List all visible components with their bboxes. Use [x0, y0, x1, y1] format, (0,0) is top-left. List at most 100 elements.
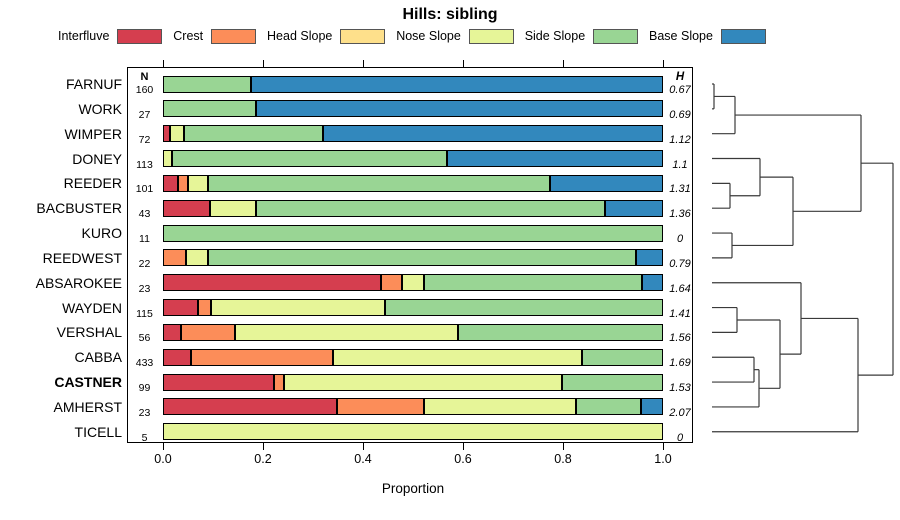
bar-reeder	[163, 174, 663, 192]
bar-segment-absarokee-nose-slope	[402, 274, 424, 292]
legend-swatch-crest	[211, 28, 257, 44]
bar-work	[163, 100, 663, 118]
bar-segment-absarokee-base-slope	[641, 274, 663, 292]
h-value-reeder: 1.31	[669, 183, 691, 196]
x-axis-tick-bottom	[163, 443, 165, 450]
x-axis-tick-bottom	[363, 443, 365, 450]
bar-segment-wayden-interfluve	[163, 299, 198, 317]
bar-segment-doney-side-slope	[172, 150, 447, 168]
bar-segment-reeder-nose-slope	[188, 174, 208, 192]
n-value-castner: 99	[138, 382, 151, 395]
n-value-ticell: 5	[141, 431, 148, 444]
row-label-vershal: VERSHAL	[56, 324, 122, 341]
h-value-absarokee: 1.64	[669, 282, 691, 295]
row-label-cabba: CABBA	[74, 349, 122, 366]
x-axis-tick-bottom	[263, 443, 265, 450]
row-label-doney: DONEY	[72, 150, 122, 167]
h-value-castner: 1.53	[669, 382, 691, 395]
row-label-absarokee: ABSAROKEE	[35, 274, 122, 291]
row-label-castner: CASTNER	[54, 374, 122, 391]
row-label-reedwest: REEDWEST	[42, 249, 122, 266]
plot-area	[127, 67, 693, 443]
bar-segment-absarokee-interfluve	[163, 274, 381, 292]
h-value-cabba: 1.69	[669, 357, 691, 370]
legend-swatch-interfluve	[117, 28, 163, 44]
bar-vershal	[163, 323, 663, 341]
bar-cabba	[163, 348, 663, 366]
bar-segment-castner-nose-slope	[284, 373, 562, 391]
bar-kuro	[163, 224, 663, 242]
x-axis-tick-top	[363, 60, 365, 67]
h-value-ticell: 0	[676, 431, 684, 444]
bar-segment-kuro-side-slope	[163, 224, 663, 242]
legend-item-base-slope: Base Slope	[649, 28, 766, 44]
x-axis-tick-top	[263, 60, 265, 67]
bar-segment-vershal-interfluve	[163, 323, 181, 341]
bar-segment-castner-crest	[274, 373, 284, 391]
bar-segment-doney-base-slope	[446, 150, 663, 168]
x-axis-tick-top	[663, 60, 665, 67]
x-axis-tick-label: 0.4	[354, 452, 372, 466]
h-value-reedwest: 0.79	[669, 257, 691, 270]
n-value-reedwest: 22	[138, 257, 151, 270]
legend-swatch-nose-slope	[468, 28, 514, 44]
n-value-doney: 113	[136, 158, 153, 171]
bar-segment-wimper-base-slope	[323, 125, 663, 143]
legend-label-nose-slope: Nose Slope	[396, 29, 461, 43]
bar-wayden	[163, 299, 663, 317]
bar-segment-cabba-nose-slope	[332, 348, 582, 366]
row-label-wayden: WAYDEN	[62, 299, 122, 316]
bar-segment-farnuf-side-slope	[163, 75, 251, 93]
bar-segment-castner-side-slope	[562, 373, 663, 391]
bar-segment-absarokee-crest	[380, 274, 402, 292]
bar-segment-doney-nose-slope	[163, 150, 172, 168]
h-value-doney: 1.1	[672, 158, 688, 171]
bar-ticell	[163, 423, 663, 441]
x-axis-tick-top	[463, 60, 465, 67]
bar-segment-cabba-interfluve	[163, 348, 191, 366]
x-axis-tick-top	[163, 60, 165, 67]
bar-segment-bacbuster-nose-slope	[209, 199, 256, 217]
n-value-amherst: 23	[138, 406, 151, 419]
legend-item-head-slope: Head Slope	[267, 28, 386, 44]
bar-segment-vershal-side-slope	[457, 323, 663, 341]
n-column-header: N	[140, 71, 149, 83]
n-value-absarokee: 23	[138, 282, 151, 295]
h-value-amherst: 2.07	[669, 406, 691, 419]
bar-segment-amherst-base-slope	[641, 398, 663, 416]
legend-label-base-slope: Base Slope	[649, 29, 713, 43]
bar-segment-amherst-interfluve	[163, 398, 337, 416]
bar-segment-wayden-crest	[198, 299, 211, 317]
bar-segment-vershal-nose-slope	[234, 323, 458, 341]
bar-segment-absarokee-side-slope	[424, 274, 642, 292]
legend-swatch-base-slope	[720, 28, 766, 44]
bar-reedwest	[163, 249, 663, 267]
bar-segment-wimper-interfluve	[163, 125, 170, 143]
bar-segment-reeder-crest	[178, 174, 188, 192]
row-label-farnuf: FARNUF	[66, 76, 122, 92]
bar-segment-wayden-nose-slope	[211, 299, 385, 317]
h-value-farnuf: 0.67	[669, 84, 691, 96]
h-value-bacbuster: 1.36	[669, 208, 691, 221]
n-value-cabba: 433	[135, 357, 154, 370]
legend-item-interfluve: Interfluve	[58, 28, 163, 44]
bar-wimper	[163, 125, 663, 143]
x-axis-tick-bottom	[563, 443, 565, 450]
row-label-wimper: WIMPER	[64, 125, 122, 142]
bar-segment-work-base-slope	[255, 100, 663, 118]
n-value-wayden: 115	[136, 307, 153, 320]
row-label-ticell: TICELL	[74, 423, 122, 440]
bar-segment-wimper-nose-slope	[170, 125, 184, 143]
bar-segment-reedwest-nose-slope	[185, 249, 208, 267]
bar-segment-cabba-side-slope	[582, 348, 663, 366]
bar-castner	[163, 373, 663, 391]
bar-segment-reeder-side-slope	[208, 174, 550, 192]
row-label-amherst: AMHERST	[53, 398, 122, 415]
bar-segment-farnuf-base-slope	[250, 75, 663, 93]
bar-segment-castner-interfluve	[163, 373, 274, 391]
row-label-bacbuster: BACBUSTER	[36, 200, 122, 217]
bar-segment-amherst-nose-slope	[424, 398, 576, 416]
x-axis-tick-label: 1.0	[654, 452, 672, 466]
legend-item-nose-slope: Nose Slope	[396, 28, 514, 44]
